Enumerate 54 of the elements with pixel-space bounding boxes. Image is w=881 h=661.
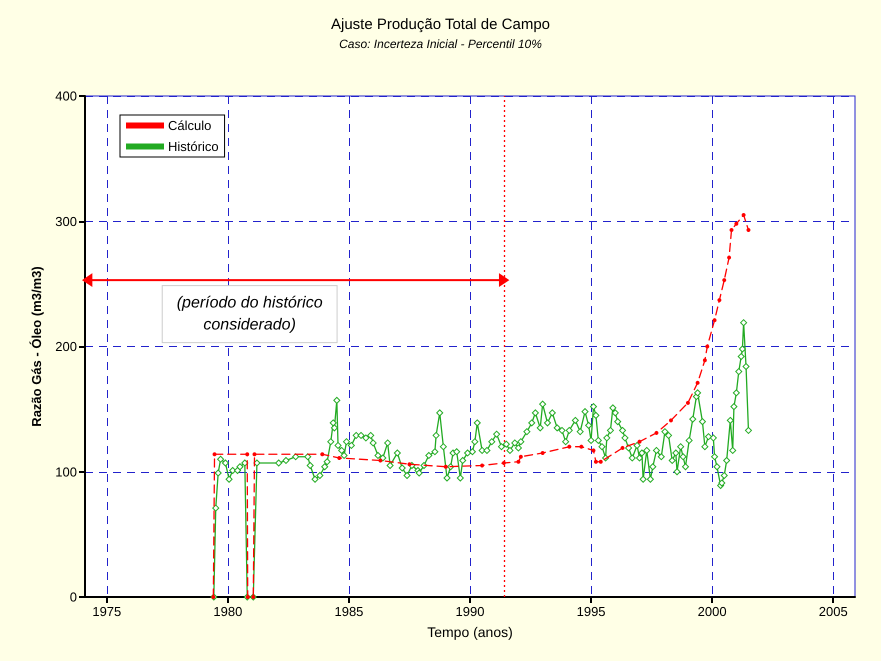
legend-label: Cálculo — [168, 118, 212, 133]
point — [594, 460, 598, 464]
x-tick-label: 1995 — [576, 604, 606, 619]
point — [516, 460, 520, 464]
point — [742, 212, 746, 217]
chart-title: Ajuste Produção Total de Campo — [330, 16, 550, 33]
y-axis-title: Razão Gás - Óleo (m3/m3) — [29, 266, 44, 427]
point — [212, 452, 217, 456]
point — [638, 440, 642, 444]
point — [686, 400, 690, 405]
x-tick-label: 1980 — [213, 604, 242, 619]
point — [444, 464, 448, 469]
x-tick-label: 1975 — [92, 604, 122, 619]
point — [746, 228, 750, 232]
point — [502, 460, 506, 465]
point — [654, 430, 658, 435]
point — [712, 318, 717, 322]
y-tick-label: 300 — [55, 214, 77, 229]
point — [480, 463, 484, 468]
point — [734, 222, 738, 226]
x-tick-label: 2000 — [698, 604, 727, 619]
y-tick-label: 200 — [55, 339, 77, 354]
y-tick-label: 0 — [70, 590, 77, 604]
point — [540, 450, 545, 455]
point — [717, 298, 722, 302]
y-tick-label: 400 — [55, 88, 77, 104]
point — [378, 458, 382, 462]
point — [518, 454, 523, 459]
point — [696, 380, 700, 385]
point — [337, 456, 342, 460]
point — [211, 595, 216, 599]
chart-subtitle: Caso: Incerteza Inicial - Percentil 10% — [339, 37, 542, 51]
y-tick-label: 100 — [55, 464, 77, 480]
annotation: (período do histórico considerado) — [176, 294, 323, 334]
point — [591, 448, 596, 452]
point — [245, 452, 250, 456]
point — [730, 228, 734, 232]
point — [702, 358, 707, 362]
x-axis-title: Tempo (anos) — [427, 624, 513, 640]
x-tick-label: 1990 — [456, 604, 484, 619]
point — [579, 444, 584, 449]
x-tick-label: 1985 — [334, 604, 364, 619]
legend-label: Histórico — [168, 139, 219, 154]
point — [320, 452, 324, 456]
point — [407, 462, 412, 466]
point — [567, 444, 572, 449]
point — [252, 452, 256, 456]
point — [668, 418, 673, 422]
point — [620, 446, 625, 450]
x-tick-label: 2005 — [818, 604, 848, 619]
point — [705, 344, 710, 348]
point — [598, 460, 603, 464]
point — [722, 278, 726, 282]
point — [727, 256, 732, 260]
